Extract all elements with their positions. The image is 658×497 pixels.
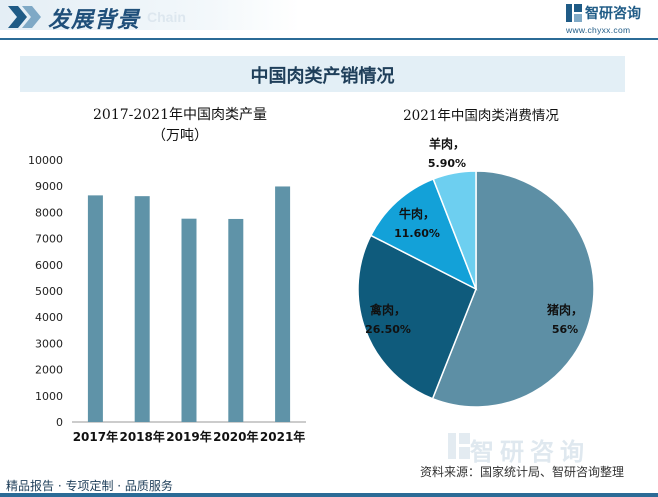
- pie-slice-禽肉: [357, 234, 477, 400]
- y-tick-label: 4000: [35, 311, 63, 324]
- x-tick-label: 2018年: [119, 429, 164, 444]
- page-header: 发展背景 Chain 智研咨询 www.chyxx.com: [0, 0, 658, 40]
- x-tick-label: 2021年: [260, 429, 305, 444]
- footer-watermark: 智研咨询: [470, 438, 590, 466]
- brand-url: www.chyxx.com: [566, 25, 631, 35]
- data-source: 资料来源：国家统计局、智研咨询整理: [420, 465, 625, 479]
- banner-title: 中国肉类产销情况: [250, 66, 395, 87]
- y-tick-label: 2000: [35, 364, 63, 377]
- header-band: [0, 0, 300, 30]
- y-tick-label: 9000: [35, 180, 63, 193]
- y-tick-label: 6000: [35, 259, 63, 272]
- pie-slice-猪肉: [431, 170, 595, 408]
- y-tick-label: 3000: [35, 337, 63, 350]
- brand-logo-icon: [566, 4, 582, 22]
- section-banner: 中国肉类产销情况: [20, 56, 625, 92]
- y-tick-label: 1000: [35, 390, 63, 403]
- slice-value-label: 11.60%: [394, 227, 440, 240]
- pie-slice-牛肉: [369, 178, 478, 291]
- brand-name: 智研咨询: [585, 6, 641, 22]
- y-tick-label: 0: [56, 416, 63, 429]
- bar-2021年: [275, 186, 291, 422]
- slice-label: 牛肉，: [399, 206, 435, 221]
- slice-label: 禽肉，: [369, 302, 406, 317]
- chevron-marker-icon: [8, 6, 41, 28]
- x-tick-label: 2017年: [73, 429, 118, 444]
- bar-2020年: [228, 218, 244, 422]
- watermark-logo-icon: [448, 433, 470, 459]
- bar-2018年: [134, 196, 150, 422]
- pie-slice-羊肉: [432, 170, 477, 290]
- footer-services: 精品报告 · 专项定制 · 品质服务: [6, 479, 173, 493]
- pie-chart-title: 2021年中国肉类消费情况: [403, 108, 559, 124]
- slice-value-label: 56%: [552, 323, 578, 336]
- bar-2019年: [181, 218, 197, 422]
- slice-value-label: 5.90%: [428, 157, 466, 170]
- bar-chart-unit: （万吨）: [152, 128, 208, 144]
- slice-label: 羊肉，: [429, 136, 465, 151]
- bar-chart-title: 2017-2021年中国肉类产量: [93, 107, 267, 123]
- x-tick-label: 2020年: [213, 429, 258, 444]
- y-tick-label: 5000: [35, 285, 63, 298]
- x-tick-label: 2019年: [166, 429, 211, 444]
- bar-2017年: [87, 195, 103, 422]
- header-divider: [0, 38, 658, 40]
- section-title-en: Chain: [147, 9, 186, 25]
- y-tick-label: 8000: [35, 206, 63, 219]
- slice-label: 猪肉，: [546, 302, 583, 317]
- y-tick-label: 7000: [35, 233, 63, 246]
- footer-bar: [0, 493, 658, 497]
- y-tick-label: 10000: [28, 154, 63, 167]
- slice-value-label: 26.50%: [365, 323, 411, 336]
- section-title: 发展背景: [48, 8, 141, 33]
